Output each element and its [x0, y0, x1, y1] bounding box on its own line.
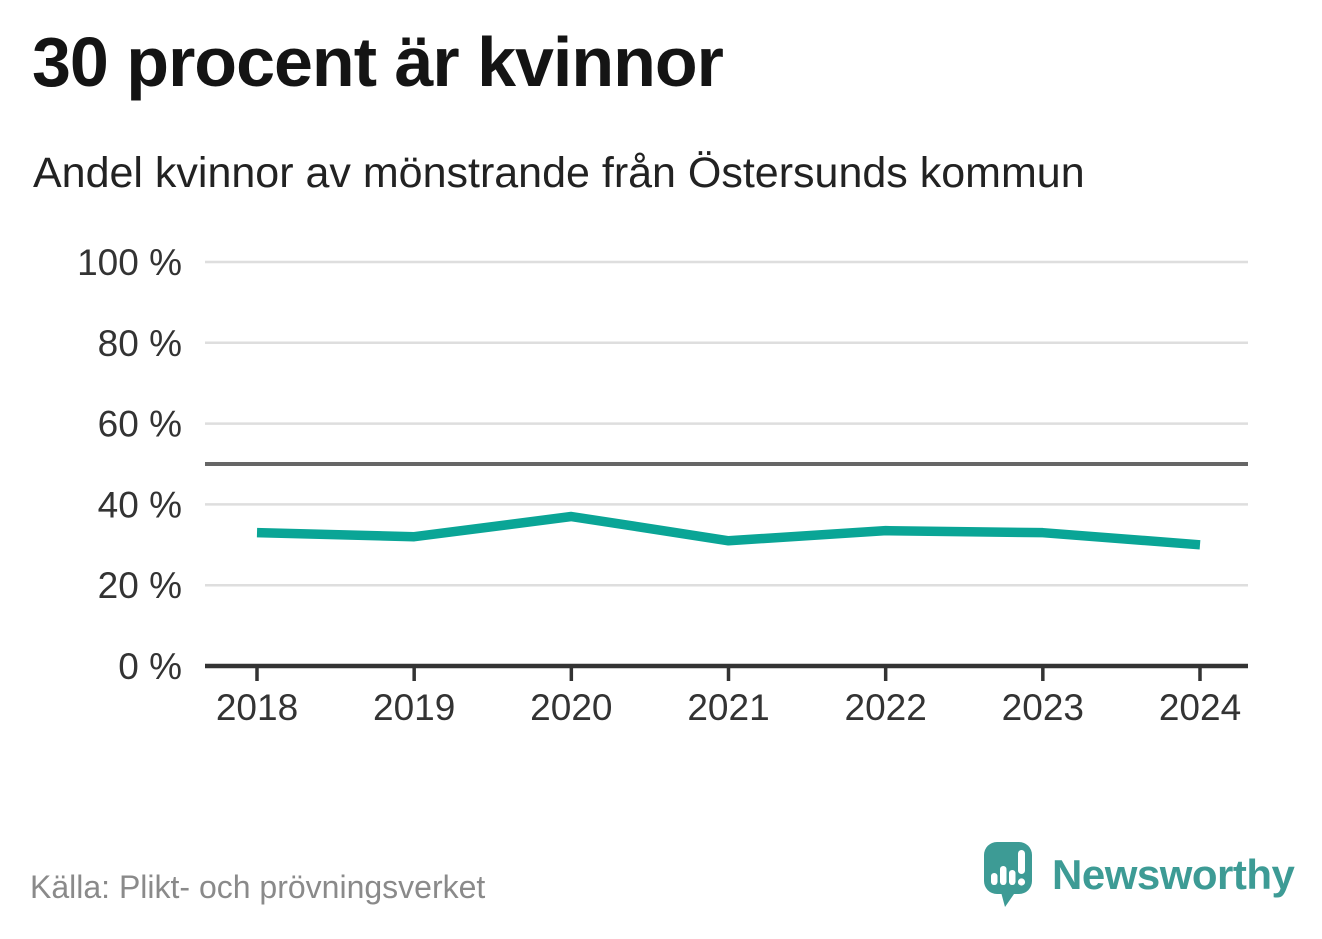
y-axis-label-0: 0 %	[118, 646, 182, 687]
x-axis-label-2024: 2024	[1159, 687, 1241, 728]
logo-exclamation-dot	[1017, 878, 1026, 886]
y-axis-label-40: 40 %	[98, 484, 182, 525]
newsworthy-pin-icon	[984, 842, 1032, 907]
x-axis-label-2020: 2020	[530, 687, 612, 728]
data-line-series	[256, 511, 1201, 550]
source-note: Källa: Plikt- och prövningsverket	[30, 869, 486, 905]
x-axis-label-2018: 2018	[216, 687, 298, 728]
x-axis-label-2019: 2019	[373, 687, 455, 728]
page-title: 30 procent är kvinnor	[32, 23, 724, 101]
brand-wordmark: Newsworthy	[1052, 851, 1295, 898]
logo-exclamation-bar	[1018, 850, 1025, 874]
y-axis-label-80: 80 %	[98, 323, 182, 364]
logo-bar-1	[991, 873, 998, 885]
x-axis-label-2022: 2022	[845, 687, 927, 728]
chart-subtitle: Andel kvinnor av mönstrande från Östersu…	[33, 149, 1085, 197]
brand-logo: Newsworthy	[984, 842, 1295, 908]
logo-bar-2	[1000, 866, 1007, 885]
x-axis-label-2023: 2023	[1002, 687, 1084, 728]
y-axis-label-20: 20 %	[98, 565, 182, 606]
x-axis-label-2021: 2021	[687, 687, 769, 728]
logo-bar-3	[1009, 870, 1016, 885]
y-axis-label-60: 60 %	[98, 404, 182, 445]
y-axis-label-100: 100 %	[77, 242, 182, 283]
pin-shape	[984, 842, 1032, 907]
